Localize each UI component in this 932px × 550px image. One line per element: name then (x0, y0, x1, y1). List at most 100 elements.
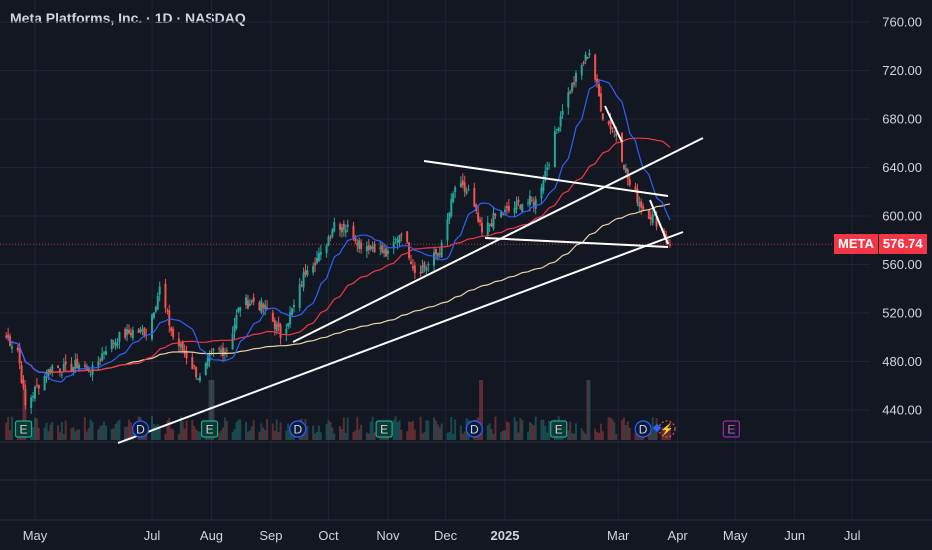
candle-body (653, 214, 656, 216)
candle (528, 190, 531, 440)
candle-body (152, 312, 155, 318)
candle-body (18, 347, 21, 364)
x-tick-label: 2025 (491, 528, 520, 543)
candle (555, 128, 558, 440)
candle-body (289, 312, 292, 325)
candle-body (655, 216, 658, 227)
volume-bar (571, 432, 574, 440)
candle (154, 305, 157, 440)
candle-body (588, 52, 591, 56)
candle-body (446, 219, 449, 241)
candle-body (57, 365, 60, 369)
candle (574, 70, 577, 440)
candle-body (615, 133, 618, 136)
candle-body (459, 183, 462, 187)
candle (532, 196, 535, 440)
candle (312, 262, 315, 440)
candle (101, 347, 104, 440)
volume-bar (64, 420, 67, 440)
candle (103, 350, 106, 440)
candle (185, 345, 188, 440)
candle (275, 320, 278, 440)
volume-bar (394, 416, 397, 440)
candle-body (204, 363, 207, 376)
volume-bar (356, 416, 359, 440)
volume-bar (611, 419, 614, 440)
volume-bar (275, 419, 278, 440)
candle-body (398, 234, 401, 243)
candle-body (22, 379, 25, 388)
volume-bar (546, 432, 549, 440)
volume-bar (530, 423, 533, 440)
candle (339, 222, 342, 440)
candle-body (126, 329, 129, 335)
candle (260, 297, 263, 440)
candle (611, 127, 614, 440)
candle (436, 252, 439, 440)
volume-bar (494, 416, 497, 440)
candle-body (245, 297, 248, 306)
volume-bar (316, 431, 318, 440)
candle (156, 292, 159, 440)
volume-bar (626, 421, 629, 440)
candle-body (434, 248, 437, 255)
candle-body (438, 252, 441, 255)
candle (448, 211, 451, 440)
candle-body (306, 270, 309, 276)
volume-bar (252, 420, 255, 440)
candle-body (427, 264, 430, 266)
candle-body (181, 341, 184, 351)
candle-body (559, 115, 562, 127)
event-label: E (727, 423, 735, 437)
candle (285, 323, 288, 440)
volume-bar (170, 428, 173, 440)
volume-bar (396, 422, 399, 440)
candle (406, 230, 409, 440)
dividend-marker: D (289, 420, 307, 438)
volume-bar (62, 433, 65, 440)
volume-bar (306, 425, 309, 440)
candle (569, 89, 572, 440)
volume-bar (177, 433, 180, 440)
volume-bar (513, 416, 516, 440)
candle-body (325, 245, 328, 254)
candle-body (505, 206, 508, 209)
candle-body (371, 247, 374, 249)
candle (573, 76, 576, 440)
earnings-badge (550, 420, 568, 438)
candle (544, 164, 547, 440)
candle (410, 254, 412, 440)
volume-bar (459, 425, 462, 440)
volume-bar (260, 423, 263, 440)
volume-bar (346, 417, 349, 440)
candle (306, 265, 309, 440)
candle-body (642, 206, 645, 209)
candle (5, 332, 8, 440)
candle-body (258, 302, 261, 311)
volume-bar (70, 428, 73, 440)
volume-bar (5, 422, 8, 440)
candle-body (131, 329, 134, 339)
volume-bar (191, 419, 194, 440)
candle-body (64, 361, 67, 365)
candle-body (37, 385, 40, 389)
candle (331, 227, 334, 440)
candle-body (101, 353, 104, 361)
split-event-icon: ⚡ (658, 420, 676, 438)
candle-body (225, 350, 228, 352)
candle (333, 217, 336, 440)
volume-bar (344, 432, 347, 440)
volume-bar (567, 430, 570, 440)
candle-body (262, 304, 265, 309)
volume-bar (181, 421, 184, 440)
volume-bar (582, 431, 585, 440)
volume-bar (540, 419, 543, 440)
candle-body (128, 329, 130, 334)
candle-body (607, 121, 610, 124)
candle-body (110, 339, 113, 350)
candle-body (488, 224, 491, 226)
volume-bar (212, 380, 215, 440)
candle (546, 161, 549, 440)
candle (47, 368, 50, 440)
